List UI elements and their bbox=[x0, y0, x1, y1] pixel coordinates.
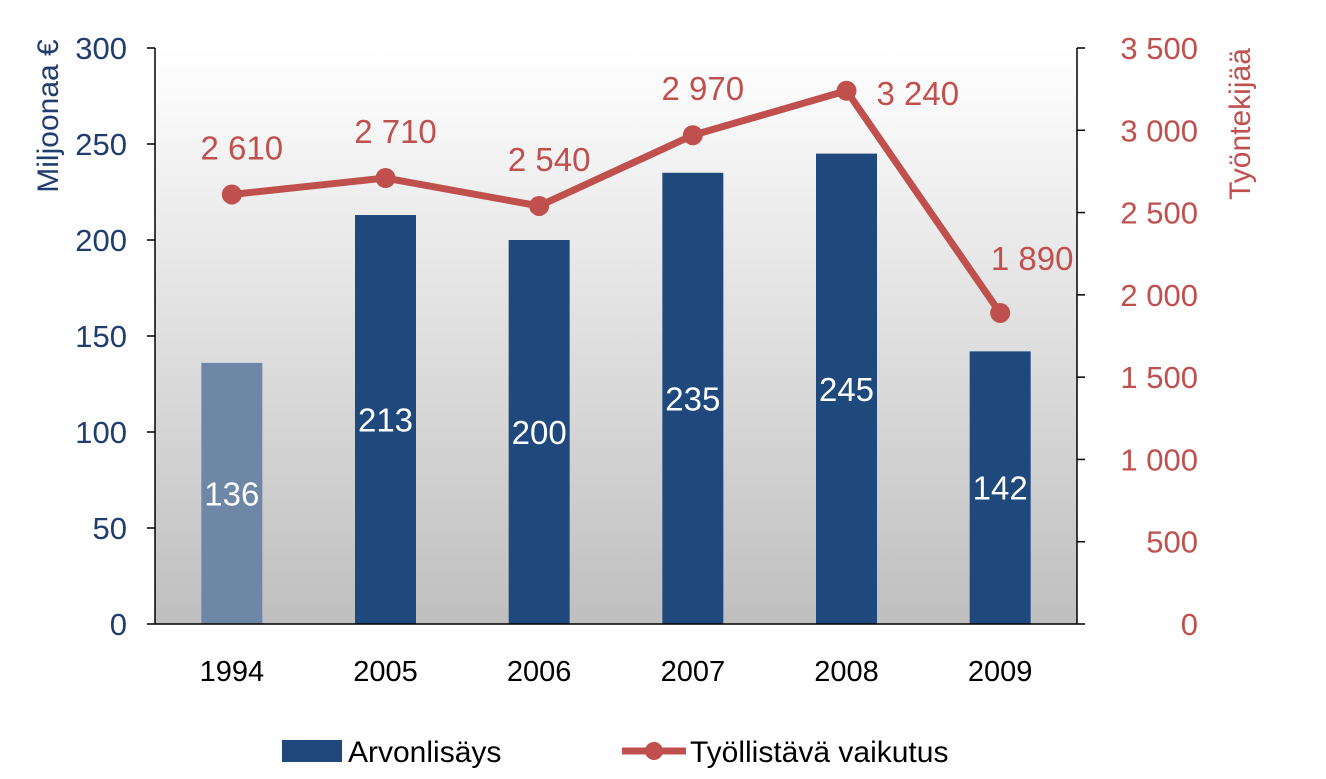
category-label-2005: 2005 bbox=[353, 656, 418, 688]
bar-label-1994: 136 bbox=[204, 475, 259, 512]
line-point-2008 bbox=[836, 80, 857, 101]
bar-series bbox=[201, 153, 1031, 625]
right-tick-label-0: 0 bbox=[1181, 607, 1198, 642]
bar-label-2008: 245 bbox=[819, 371, 874, 408]
right-tick-label-1-000: 1 000 bbox=[1120, 442, 1198, 477]
line-label-2006: 2 540 bbox=[508, 141, 591, 178]
right-tick-label-1-500: 1 500 bbox=[1120, 360, 1198, 395]
right-axis-title: Työntekijää bbox=[1224, 48, 1257, 200]
bar-label-2009: 142 bbox=[973, 470, 1028, 507]
left-tick-label-250: 250 bbox=[75, 127, 127, 162]
line-point-1994 bbox=[221, 184, 242, 205]
category-axis-labels: 1994 2005 2006 2007 2008 2009 bbox=[200, 656, 1033, 688]
category-label-2006: 2006 bbox=[507, 656, 572, 688]
bar-data-labels: 136 213 200 235 245 142 bbox=[204, 371, 1027, 513]
line-label-2005: 2 710 bbox=[354, 113, 437, 150]
line-point-2009 bbox=[990, 302, 1011, 323]
line-point-2006 bbox=[529, 195, 550, 216]
left-tick-label-200: 200 bbox=[75, 223, 127, 258]
category-label-2007: 2007 bbox=[661, 656, 726, 688]
right-axis-ticks: 0 500 1 000 1 500 2 000 2 500 3 000 3 500 bbox=[1077, 31, 1198, 642]
legend-swatch-marker bbox=[645, 742, 663, 760]
left-tick-label-50: 50 bbox=[93, 511, 127, 546]
right-tick-label-3-000: 3 000 bbox=[1120, 113, 1198, 148]
bar-2006 bbox=[508, 240, 570, 624]
left-axis-title: Miljoonaa € bbox=[32, 39, 65, 193]
bar-label-2007: 235 bbox=[665, 380, 720, 417]
left-tick-label-300: 300 bbox=[75, 31, 127, 66]
bar-1994 bbox=[201, 362, 263, 624]
right-tick-label-2-500: 2 500 bbox=[1120, 196, 1198, 231]
line-label-2007: 2 970 bbox=[662, 70, 745, 107]
bar-2009 bbox=[969, 351, 1031, 624]
legend-swatch-arvonlisays bbox=[282, 740, 342, 762]
plot-area bbox=[155, 48, 1077, 624]
line-path bbox=[231, 87, 1004, 315]
legend: Arvonlisäys Työllistävä vaikutus bbox=[282, 736, 948, 769]
category-label-2008: 2008 bbox=[814, 656, 879, 688]
category-label-2009: 2009 bbox=[968, 656, 1033, 688]
right-tick-label-3-500: 3 500 bbox=[1120, 31, 1198, 66]
left-axis-ticks: 0 50 100 150 200 250 300 bbox=[75, 31, 155, 642]
bar-label-2005: 213 bbox=[358, 402, 413, 439]
line-data-labels: 2 610 2 710 2 540 2 970 3 240 1 890 bbox=[201, 70, 1074, 277]
bar-2007 bbox=[662, 172, 724, 625]
bar-2008 bbox=[816, 153, 877, 624]
line-label-1994: 2 610 bbox=[201, 129, 284, 166]
legend-label-tyollistava-vaikutus: Työllistävä vaikutus bbox=[690, 736, 948, 769]
left-tick-label-150: 150 bbox=[75, 319, 127, 354]
line-point-2007 bbox=[682, 125, 703, 146]
bar-label-2006: 200 bbox=[512, 414, 567, 451]
bar-2005 bbox=[355, 215, 416, 625]
line-label-2009: 1 890 bbox=[991, 240, 1074, 277]
line-label-2008: 3 240 bbox=[877, 75, 960, 112]
legend-label-arvonlisays: Arvonlisäys bbox=[348, 736, 501, 769]
line-point-2005 bbox=[375, 168, 396, 189]
left-tick-label-0: 0 bbox=[110, 607, 127, 642]
right-tick-label-2-000: 2 000 bbox=[1120, 278, 1198, 313]
left-tick-label-100: 100 bbox=[75, 415, 127, 450]
category-label-1994: 1994 bbox=[200, 656, 265, 688]
right-tick-label-500: 500 bbox=[1146, 525, 1198, 560]
line-series bbox=[221, 80, 1011, 323]
